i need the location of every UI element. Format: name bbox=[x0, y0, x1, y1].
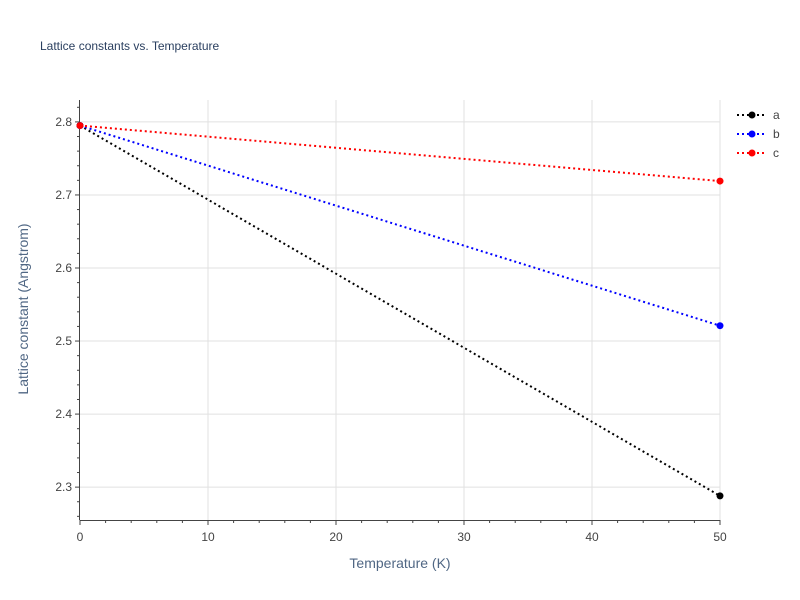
axes: 0 10 20 30 40 50 2.3 2.4 2.5 2.6 2.7 2.8 bbox=[55, 100, 727, 544]
y-tick-label: 2.6 bbox=[55, 261, 72, 275]
x-tick-label: 30 bbox=[457, 530, 471, 544]
y-tick-label: 2.4 bbox=[55, 407, 72, 421]
data-point-c[interactable] bbox=[76, 122, 84, 130]
x-tick-label: 20 bbox=[329, 530, 343, 544]
y-axis-title: Lattice constant (Angstrom) bbox=[15, 223, 31, 394]
series-line-c bbox=[79, 124, 721, 183]
x-axis-title: Temperature (K) bbox=[349, 555, 450, 571]
series-line-b bbox=[79, 124, 721, 327]
y-tick-label: 2.3 bbox=[55, 480, 72, 494]
x-tick-label: 40 bbox=[585, 530, 599, 544]
legend-swatch-marker bbox=[748, 130, 756, 138]
data-point-a[interactable] bbox=[716, 492, 724, 500]
data-point-b[interactable] bbox=[716, 322, 724, 330]
series-layer bbox=[76, 122, 724, 500]
legend[interactable]: abc bbox=[737, 108, 780, 160]
legend-swatch-marker bbox=[748, 111, 756, 119]
legend-label: c bbox=[773, 146, 779, 160]
x-tick-label: 50 bbox=[713, 530, 727, 544]
legend-item-c[interactable]: c bbox=[737, 146, 779, 160]
legend-item-b[interactable]: b bbox=[737, 127, 780, 141]
y-tick-label: 2.8 bbox=[55, 115, 72, 129]
y-tick-label: 2.7 bbox=[55, 188, 72, 202]
data-point-c[interactable] bbox=[716, 177, 724, 185]
grid bbox=[80, 100, 721, 520]
x-tick-label: 0 bbox=[77, 530, 84, 544]
x-tick-label: 10 bbox=[201, 530, 215, 544]
legend-label: a bbox=[773, 108, 780, 122]
series-a bbox=[76, 122, 724, 500]
legend-item-a[interactable]: a bbox=[737, 108, 780, 122]
chart-title: Lattice constants vs. Temperature bbox=[40, 39, 220, 53]
series-line-a bbox=[79, 124, 721, 497]
legend-swatch-marker bbox=[748, 149, 756, 157]
legend-label: b bbox=[773, 127, 780, 141]
y-tick-label: 2.5 bbox=[55, 334, 72, 348]
series-c bbox=[76, 122, 724, 185]
